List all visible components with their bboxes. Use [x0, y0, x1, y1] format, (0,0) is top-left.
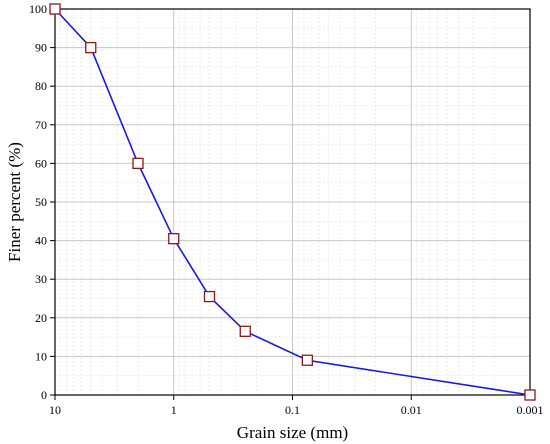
- y-tick-label: 20: [35, 311, 47, 325]
- y-tick-label: 40: [35, 234, 47, 248]
- y-tick-label: 30: [35, 272, 47, 286]
- data-point: [168, 233, 180, 245]
- data-point: [301, 354, 313, 366]
- series-line: [54, 8, 531, 396]
- x-tick-label: 1: [171, 403, 177, 417]
- y-tick-label: 60: [35, 156, 47, 170]
- data-point: [203, 290, 216, 303]
- y-tick-label: 0: [41, 388, 47, 402]
- y-tick-label: 50: [35, 195, 47, 209]
- series-layer: [49, 3, 536, 401]
- grid: [55, 9, 530, 395]
- data-point: [85, 41, 97, 54]
- y-tick-label: 90: [35, 41, 47, 55]
- x-tick-label: 0.01: [401, 403, 422, 417]
- x-axis-title: Grain size (mm): [237, 423, 348, 442]
- data-point: [132, 157, 144, 170]
- y-axis-title: Finer percent (%): [5, 142, 24, 262]
- y-tick-label: 10: [35, 349, 47, 363]
- data-point: [239, 325, 251, 337]
- y-tick-label: 70: [35, 118, 47, 132]
- x-tick-label: 0.001: [517, 403, 544, 417]
- y-tick-label: 80: [35, 79, 47, 93]
- y-tick-label: 100: [29, 2, 47, 16]
- data-point: [524, 389, 536, 401]
- data-point: [49, 3, 61, 15]
- x-tick-label: 10: [49, 403, 61, 417]
- x-tick-label: 0.1: [285, 403, 300, 417]
